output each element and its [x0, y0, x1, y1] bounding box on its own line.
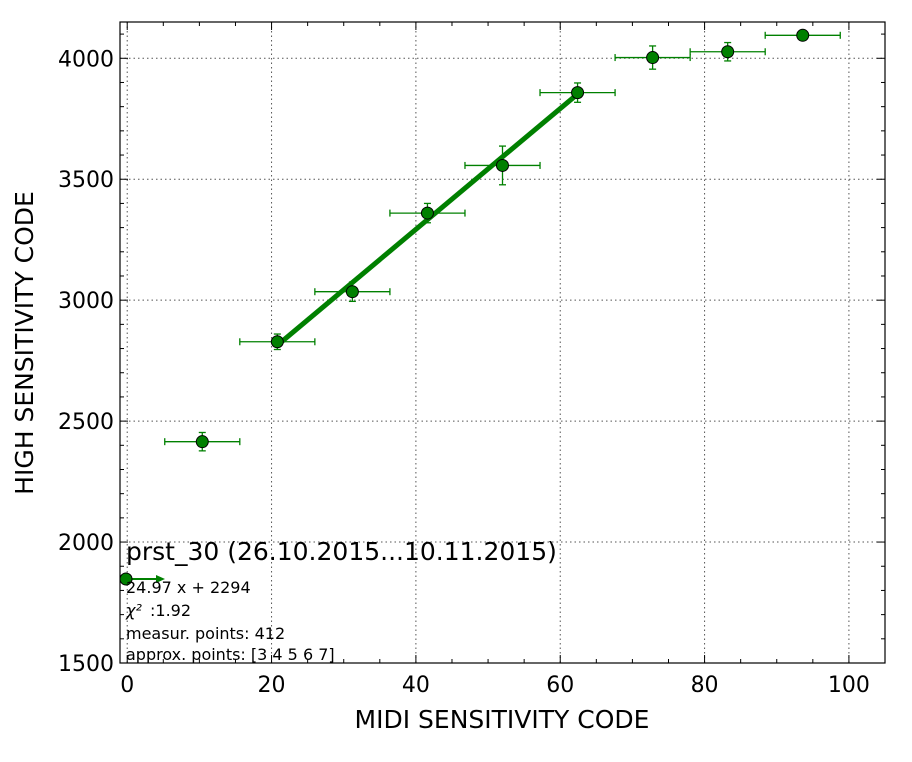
- x-tick-label: 80: [691, 673, 719, 698]
- data-point: [796, 28, 810, 42]
- x-tick-label: 0: [120, 673, 134, 698]
- data-point: [270, 335, 284, 349]
- y-tick-label: 2500: [58, 410, 114, 435]
- y-tick-label: 2000: [58, 531, 114, 556]
- legend-marker: [119, 572, 133, 586]
- x-tick-label: 40: [402, 673, 430, 698]
- data-points: [195, 28, 810, 449]
- plot-frame: [119, 21, 886, 664]
- data-point: [646, 51, 660, 65]
- y-axis-label: HIGH SENSITIVITY CODE: [10, 191, 39, 495]
- fit-equation: 24.97 x + 2294: [126, 578, 251, 597]
- data-point: [345, 285, 359, 299]
- x-axis-label: MIDI SENSITIVITY CODE: [355, 705, 650, 734]
- data-point: [721, 45, 735, 59]
- chi2-value: :1.92: [150, 601, 191, 620]
- legend-arrow-icon: [156, 575, 165, 583]
- x-tick-label: 60: [546, 673, 574, 698]
- approx-points: approx. points: [3 4 5 6 7]: [126, 645, 335, 664]
- y-tick-label: 4000: [58, 47, 114, 72]
- data-point: [496, 158, 509, 172]
- data-point: [195, 435, 209, 449]
- y-tick-label: 3500: [58, 168, 114, 193]
- measur-points: measur. points: 412: [126, 624, 285, 643]
- x-tick-label: 100: [828, 673, 870, 698]
- y-tick-labels: 1500 2000 2500 3000 3500 4000: [58, 47, 114, 677]
- chi2-label: χ²: [125, 601, 142, 620]
- data-point: [571, 86, 585, 100]
- legend: 24.97 x + 2294 χ² :1.92 measur. points: …: [119, 572, 335, 664]
- x-tick-label: 20: [258, 673, 286, 698]
- chart-title: prst_30 (26.10.2015...10.11.2015): [126, 537, 557, 566]
- axis-ticks: [120, 22, 886, 664]
- y-tick-label: 1500: [58, 652, 114, 677]
- data-point: [420, 206, 434, 220]
- y-tick-label: 3000: [58, 289, 114, 314]
- x-tick-labels: 0 20 40 60 80 100: [120, 673, 870, 698]
